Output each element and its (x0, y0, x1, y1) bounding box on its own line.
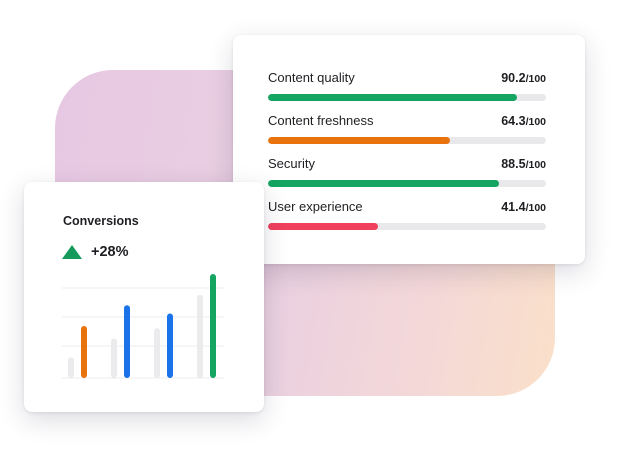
metric-label: User experience (268, 199, 363, 214)
progress-fill (268, 137, 451, 144)
conversions-percent: +28% (91, 244, 129, 260)
metric-label: Content quality (268, 70, 355, 85)
chart-bar-secondary (197, 294, 203, 378)
progress-track (268, 137, 546, 144)
metric-max: /100 (525, 159, 546, 171)
metric-score: 64.3/100 (501, 114, 546, 128)
metric-score: 90.2/100 (501, 71, 546, 85)
progress-track (268, 223, 546, 230)
metric-score: 41.4/100 (501, 200, 546, 214)
metric-max: /100 (525, 202, 546, 214)
progress-fill (268, 223, 378, 230)
chart-bar-primary (210, 274, 216, 378)
chart-bar-primary (81, 326, 87, 378)
metric-max: /100 (525, 73, 546, 85)
metric-max: /100 (525, 116, 546, 128)
chart-bar-primary (124, 305, 130, 378)
metric-label: Security (268, 156, 315, 171)
metric-label: Content freshness (268, 113, 374, 128)
metric-content-quality: Content quality 90.2/100 (268, 70, 546, 101)
conversions-card: Conversions +28% (24, 182, 264, 412)
progress-fill (268, 180, 499, 187)
progress-track (268, 180, 546, 187)
conversions-bar-chart (62, 274, 224, 379)
metric-value: 41.4 (501, 200, 526, 214)
chart-bar-secondary (68, 357, 74, 378)
metric-user-experience: User experience 41.4/100 (268, 199, 546, 230)
metric-value: 90.2 (501, 71, 526, 85)
metric-content-freshness: Content freshness 64.3/100 (268, 113, 546, 144)
conversions-title: Conversions (63, 214, 139, 228)
chart-bar-secondary (111, 338, 117, 378)
metrics-card: Content quality 90.2/100 Content freshne… (233, 35, 585, 264)
chart-bar-secondary (154, 328, 160, 378)
metric-security: Security 88.5/100 (268, 156, 546, 187)
progress-fill (268, 94, 517, 101)
triangle-up-icon (62, 245, 82, 259)
chart-bar-primary (167, 313, 173, 378)
metric-score: 88.5/100 (501, 157, 546, 171)
conversions-change: +28% (62, 244, 129, 260)
metric-value: 64.3 (501, 114, 526, 128)
metric-value: 88.5 (501, 157, 526, 171)
progress-track (268, 94, 546, 101)
